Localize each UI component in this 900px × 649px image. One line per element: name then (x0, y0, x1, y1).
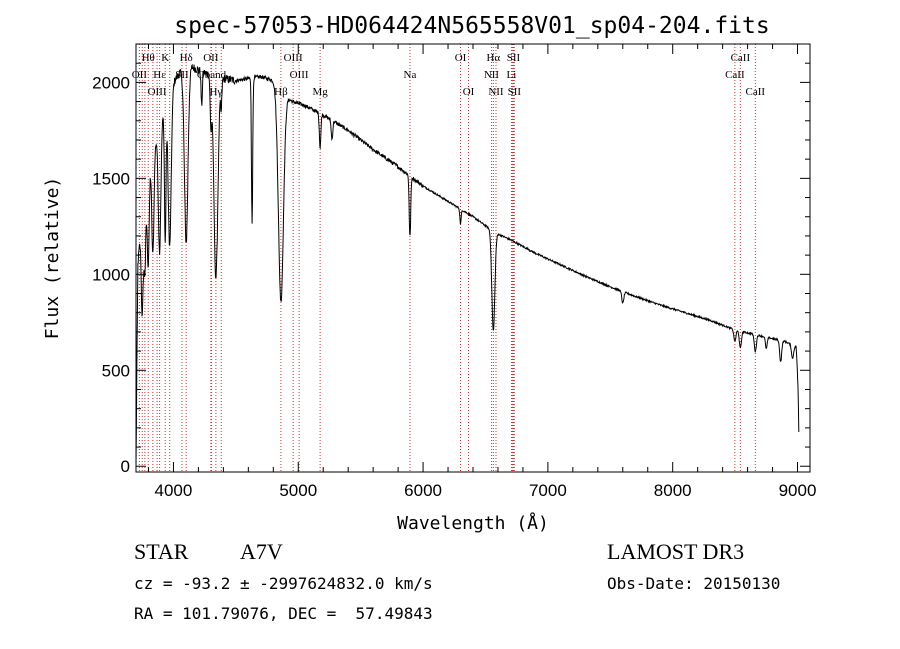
line-label: OIII (284, 52, 303, 64)
survey-name: LAMOST DR3 (607, 539, 745, 564)
line-label: OII (203, 52, 219, 64)
line-label: Hδ (180, 52, 193, 64)
line-label: CaII (725, 69, 745, 81)
line-label: CaII (746, 86, 766, 98)
line-label: OIII (290, 69, 309, 81)
line-label: Hα (486, 52, 500, 64)
line-label: OI (455, 52, 467, 64)
x-axis-label: Wavelength (Å) (397, 512, 549, 534)
line-label: SII (507, 52, 521, 64)
line-label: Li (507, 69, 517, 81)
y-tick-label: 0 (121, 457, 130, 476)
line-label: SII (175, 69, 189, 81)
line-marker-group (138, 44, 756, 472)
x-tick-label: 7000 (529, 481, 567, 500)
x-tick-label: 5000 (279, 481, 317, 500)
line-label: K (161, 52, 169, 64)
line-label: NII (484, 69, 500, 81)
spectral-subclass: A7V (240, 539, 283, 564)
redshift-readout: cz = -93.2 ± -2997624832.0 km/s (134, 574, 433, 593)
y-axis: 0 500 1000 1500 2000 (92, 62, 810, 476)
line-label: Gband (197, 69, 227, 81)
line-label: Hγ (209, 86, 222, 98)
line-label: Na (404, 69, 417, 81)
coordinates-readout: RA = 101.79076, DEC = 57.49843 (134, 604, 433, 623)
spectrum-line (135, 63, 800, 465)
plot-frame (135, 43, 811, 473)
x-tick-label: 4000 (155, 481, 193, 500)
observation-date: Obs-Date: 20150130 (607, 574, 781, 593)
line-label: Hθ (142, 52, 155, 64)
y-tick-label: 1500 (92, 169, 130, 188)
line-label: Mg (312, 86, 328, 98)
y-tick-label: 500 (102, 361, 130, 380)
line-label: CaII (731, 52, 751, 64)
line-label: OI (463, 86, 475, 98)
line-label: OIII (148, 86, 167, 98)
y-tick-label: 1000 (92, 265, 130, 284)
line-label: Hε (153, 69, 166, 81)
x-tick-label: 6000 (404, 481, 442, 500)
y-tick-label: 2000 (92, 73, 130, 92)
object-type: STAR (134, 539, 189, 564)
y-axis-label: Flux (relative) (42, 177, 63, 340)
x-axis: 4000 5000 6000 7000 8000 9000 (147, 44, 817, 500)
line-label: NII (488, 86, 504, 98)
line-label: Hβ (274, 86, 288, 98)
x-tick-label: 8000 (654, 481, 692, 500)
chart-title: spec-57053-HD064424N565558V01_sp04-204.f… (174, 13, 769, 39)
line-label: OII (132, 69, 148, 81)
x-tick-label: 9000 (779, 481, 817, 500)
line-label: SII (508, 86, 522, 98)
